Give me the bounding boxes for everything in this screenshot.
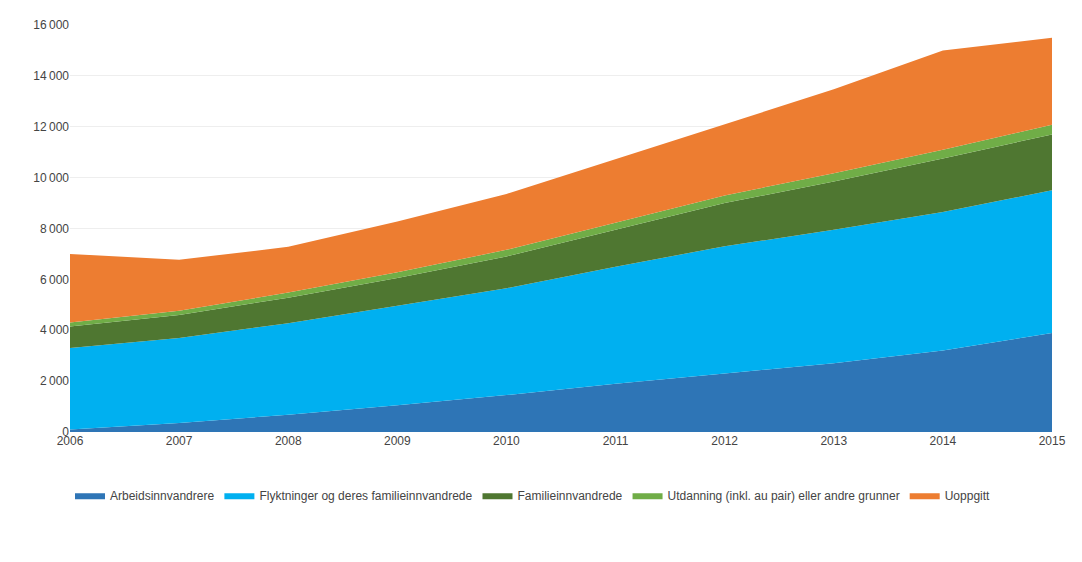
svg-text:2011: 2011 xyxy=(603,434,629,448)
svg-text:2006: 2006 xyxy=(57,434,84,448)
svg-text:Uoppgitt: Uoppgitt xyxy=(945,489,990,503)
svg-text:2014: 2014 xyxy=(930,434,957,448)
svg-text:Familieinnvandrede: Familieinnvandrede xyxy=(517,489,622,503)
svg-text:2015: 2015 xyxy=(1039,434,1066,448)
svg-text:2 000: 2 000 xyxy=(40,374,69,388)
svg-text:10 000: 10 000 xyxy=(33,171,69,185)
svg-text:2013: 2013 xyxy=(820,434,847,448)
svg-text:2008: 2008 xyxy=(275,434,302,448)
svg-text:12 000: 12 000 xyxy=(33,120,69,134)
svg-text:6 000: 6 000 xyxy=(40,273,69,287)
svg-text:2012: 2012 xyxy=(711,434,738,448)
svg-text:16 000: 16 000 xyxy=(33,18,69,32)
svg-text:0: 0 xyxy=(62,425,69,439)
svg-text:4 000: 4 000 xyxy=(40,323,69,337)
svg-text:2010: 2010 xyxy=(493,434,520,448)
svg-text:2009: 2009 xyxy=(384,434,411,448)
svg-text:14 000: 14 000 xyxy=(33,69,69,83)
svg-text:Arbeidsinnvandrere: Arbeidsinnvandrere xyxy=(110,489,214,503)
svg-text:8 000: 8 000 xyxy=(40,222,69,236)
svg-text:Utdanning (inkl. au pair) elle: Utdanning (inkl. au pair) eller andre gr… xyxy=(668,489,900,503)
svg-text:2007: 2007 xyxy=(166,434,193,448)
svg-text:Flyktninger og deres familiein: Flyktninger og deres familieinnvandrede xyxy=(259,489,472,503)
